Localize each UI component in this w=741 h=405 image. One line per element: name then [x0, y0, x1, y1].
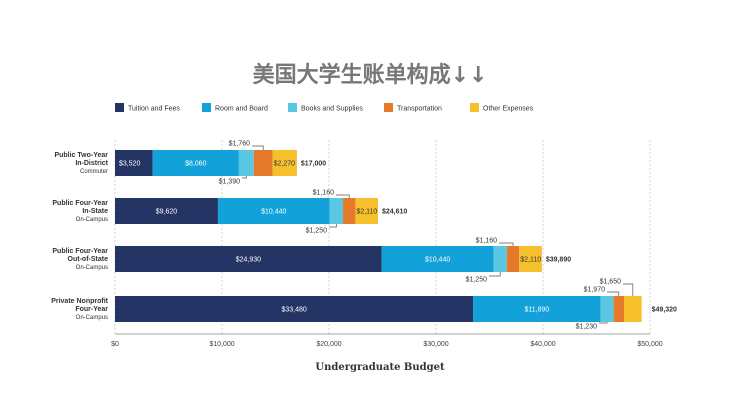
legend-label: Tuition and Fees — [128, 106, 180, 113]
callout-line — [489, 272, 501, 277]
bar-segment — [613, 296, 624, 322]
bars — [115, 150, 642, 322]
callout-line — [329, 224, 337, 228]
bar-segment — [519, 246, 542, 272]
callout-label: $1,230 — [576, 324, 598, 331]
callout-line — [599, 322, 608, 324]
bar-segment — [272, 150, 297, 176]
total-label: $24,610 — [382, 209, 407, 216]
category-label: Out-of-State — [68, 256, 109, 263]
bar-segment — [381, 246, 494, 272]
data-label: $2,270 — [274, 161, 296, 168]
bar-segment — [473, 296, 601, 322]
callout-label: $1,760 — [229, 141, 251, 148]
legend-label: Room and Board — [215, 106, 268, 113]
callout-line — [607, 291, 620, 296]
x-tick-label: $50,000 — [637, 341, 662, 348]
bar-segment — [343, 198, 356, 224]
x-tick-label: $30,000 — [423, 341, 448, 348]
data-label: $2,110 — [356, 209, 377, 216]
category-label: In-State — [82, 208, 108, 215]
callout-label: $1,250 — [466, 277, 488, 284]
x-axis: $0 $10,000 $20,000 $30,000 $40,000 $50,000 — [111, 333, 663, 348]
bar-segment — [329, 198, 344, 224]
callout-line — [252, 145, 264, 150]
category-label: Public Four-Year — [52, 248, 108, 255]
legend-swatch — [115, 103, 124, 112]
category-label: Public Four-Year — [52, 200, 108, 207]
bar-segment — [238, 150, 254, 176]
bar-segment — [493, 246, 507, 272]
x-tick-label: $10,000 — [209, 341, 234, 348]
x-tick-label: $20,000 — [316, 341, 341, 348]
callout-label: $1,970 — [584, 287, 606, 294]
legend-swatch — [288, 103, 297, 112]
callout-label: $1,160 — [313, 190, 335, 197]
data-label: $10,440 — [261, 209, 286, 216]
data-label: $2,110 — [520, 257, 541, 264]
bar-segment — [115, 198, 218, 224]
bar-segment — [623, 296, 642, 322]
callout-line — [242, 176, 247, 179]
data-label: $3,520 — [119, 161, 141, 168]
bar-segment — [600, 296, 614, 322]
category-label: On-Campus — [76, 265, 108, 271]
bar-segment — [152, 150, 239, 176]
legend-label: Other Expenses — [483, 106, 534, 113]
data-label: $24,930 — [236, 257, 261, 264]
callout-label: $1,250 — [306, 228, 328, 235]
callout-label: $1,650 — [600, 279, 622, 286]
category-label: On-Campus — [76, 217, 108, 223]
legend-swatch — [384, 103, 393, 112]
callout-line — [336, 194, 350, 198]
bar-segment — [115, 246, 382, 272]
data-label: $11,890 — [524, 307, 549, 314]
x-tick-label: $0 — [111, 341, 119, 348]
data-label: $8,060 — [185, 161, 207, 168]
category-label: Private Nonprofit — [51, 298, 108, 305]
total-label: $49,320 — [652, 307, 677, 314]
category-label: In-District — [75, 160, 108, 167]
bar-segment — [115, 150, 153, 176]
legend-label: Books and Supplies — [301, 106, 363, 113]
bar-segment — [355, 198, 379, 224]
callout-label: $1,390 — [219, 179, 241, 186]
legend-swatch — [202, 103, 211, 112]
category-label: Commuter — [80, 169, 108, 175]
bar-segment — [115, 296, 474, 322]
data-label: $10,440 — [425, 257, 450, 264]
callout-line — [499, 242, 514, 246]
annotations: $3,520 $8,060 $2,270 $17,000 $9,620 $10,440 $2… — [119, 141, 677, 331]
data-label: $33,480 — [281, 307, 306, 314]
legend: Tuition and Fees Room and Board Books and … — [115, 103, 534, 113]
x-tick-label: $40,000 — [530, 341, 555, 348]
total-label: $17,000 — [301, 161, 326, 168]
total-label: $39,890 — [546, 257, 571, 264]
legend-label: Transportation — [397, 106, 442, 113]
bar-segment — [253, 150, 273, 176]
callout-line — [623, 283, 634, 296]
legend-swatch — [470, 103, 479, 112]
bar-segment — [217, 198, 330, 224]
data-label: $9,620 — [156, 209, 178, 216]
category-label: Four-Year — [75, 306, 108, 313]
bar-segment — [506, 246, 520, 272]
chart-title: 美国大学生账单构成↓↓ — [253, 62, 488, 88]
x-axis-label: Undergraduate Budget — [315, 362, 445, 373]
callout-label: $1,160 — [476, 238, 498, 245]
category-label: Public Two-Year — [54, 152, 108, 159]
category-label: On-Campus — [76, 315, 108, 321]
